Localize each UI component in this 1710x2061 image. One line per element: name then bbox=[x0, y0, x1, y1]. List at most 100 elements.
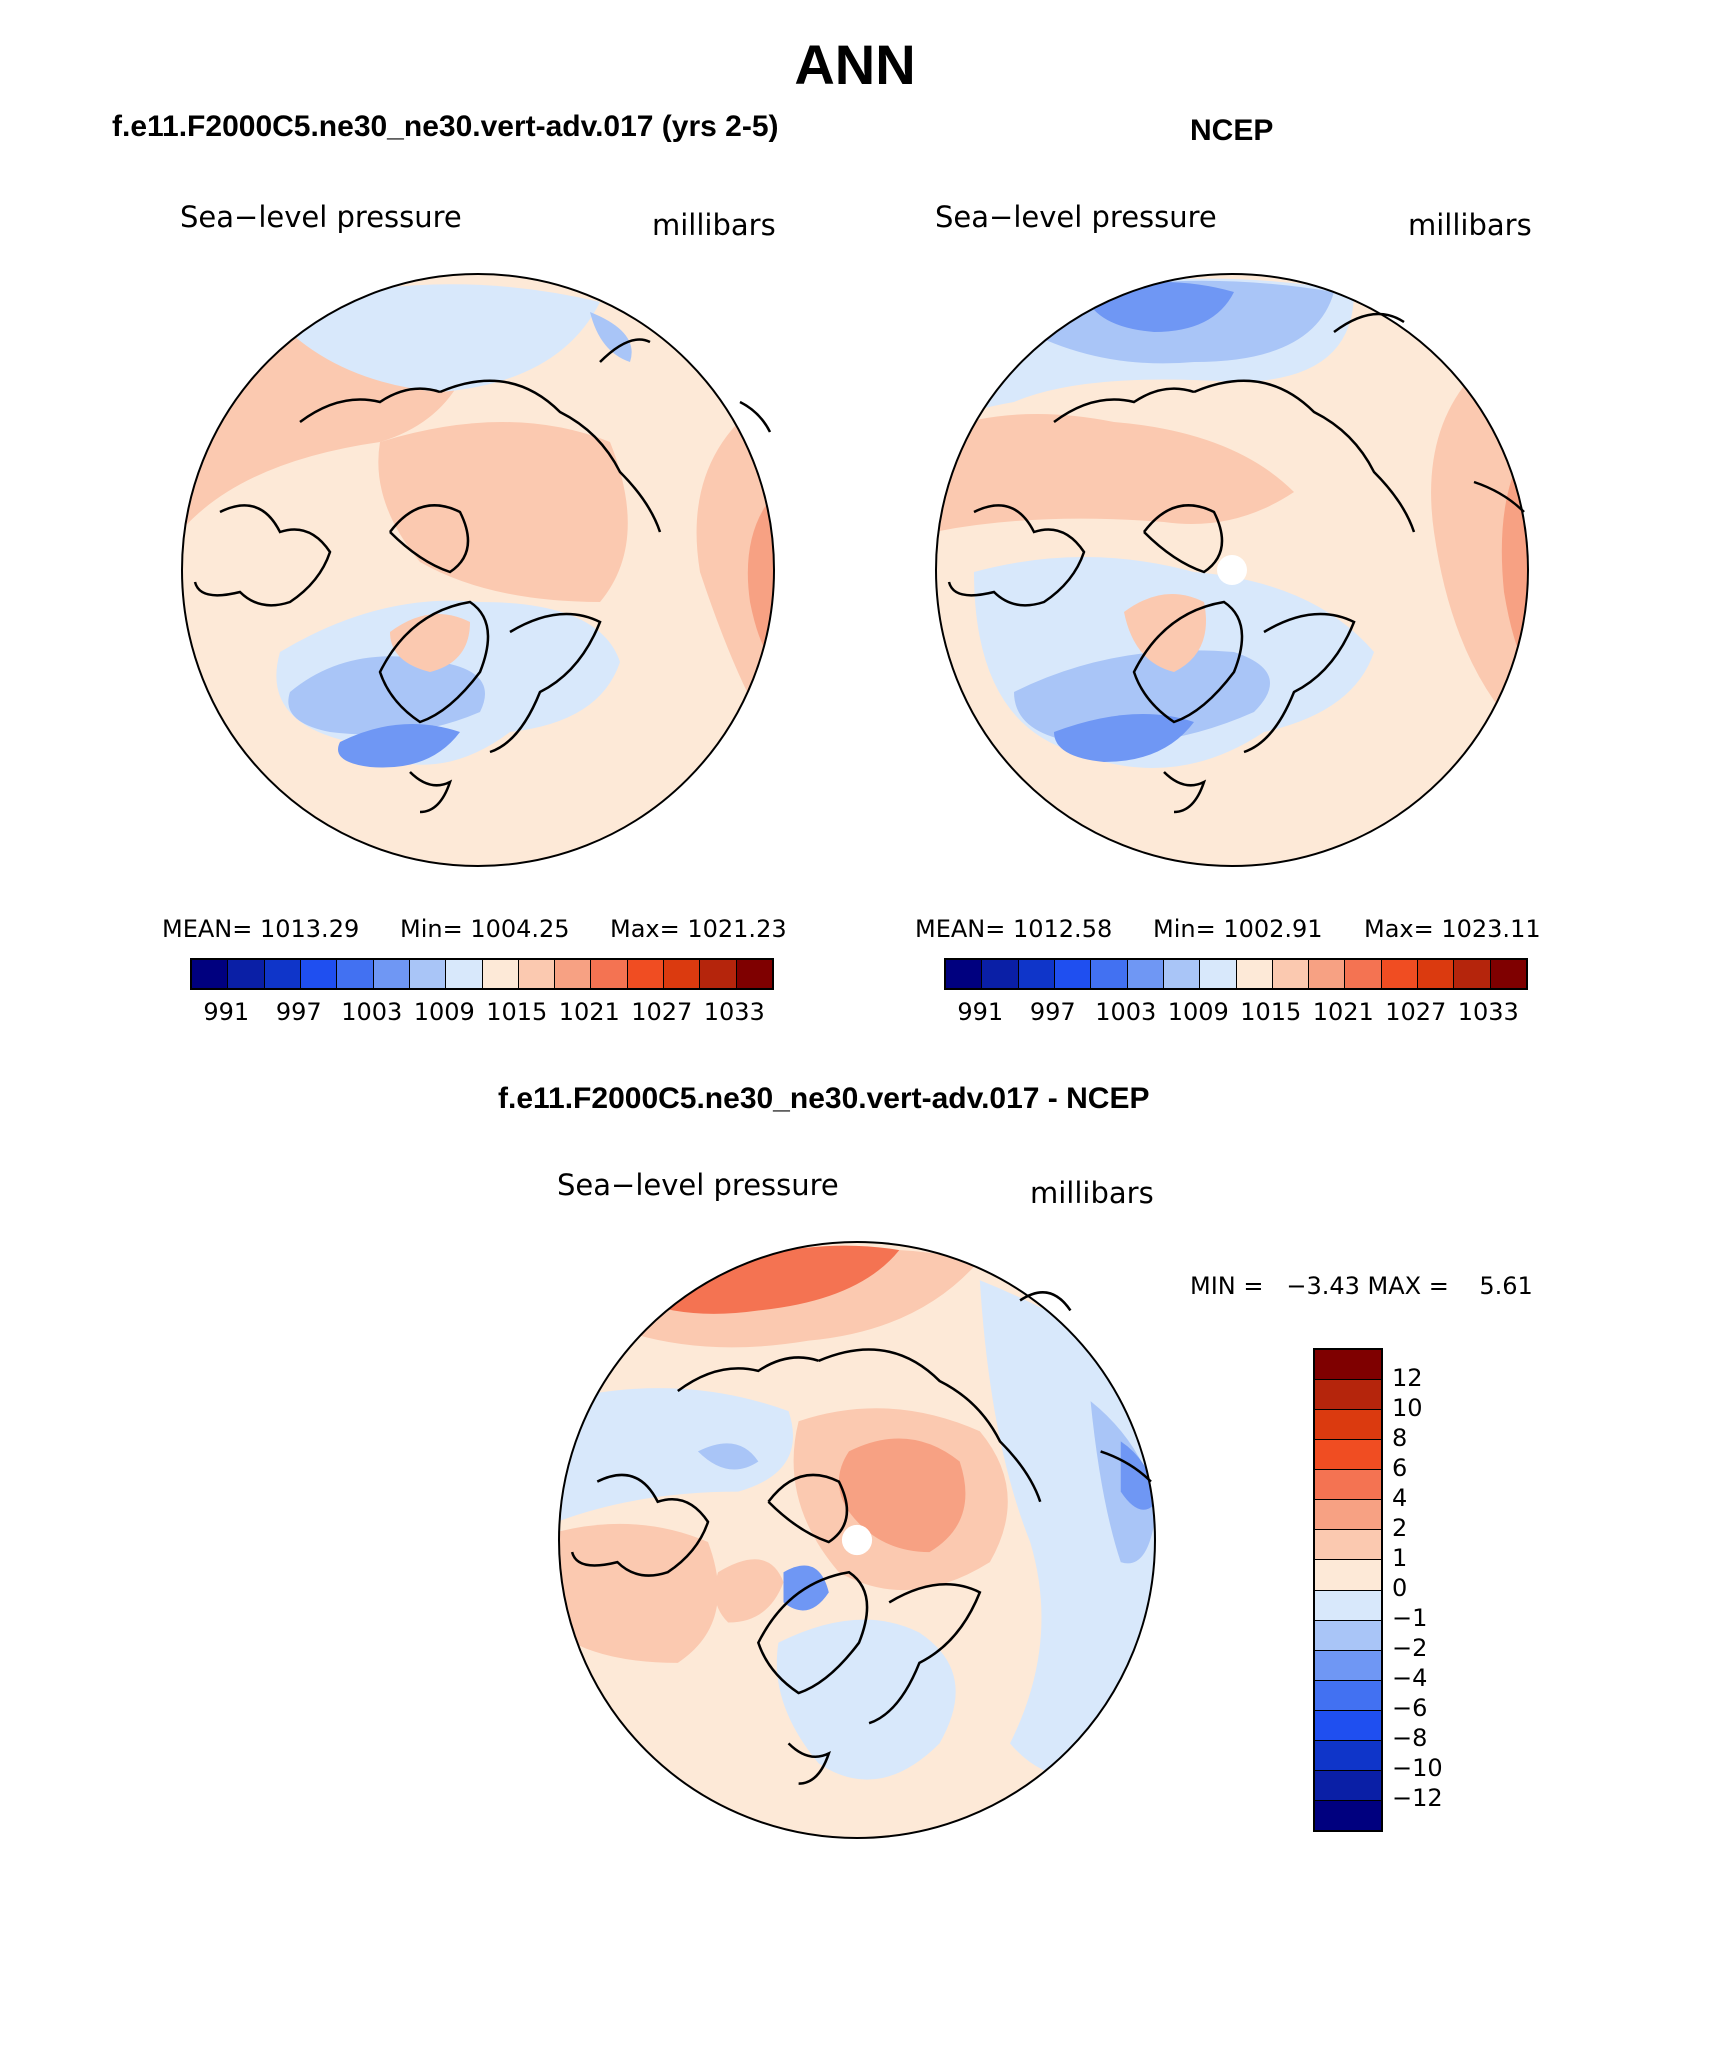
model-colorbar-tick-label: 1027 bbox=[631, 998, 693, 1026]
obs-colorbar-tick-label: 1015 bbox=[1240, 998, 1302, 1026]
diff-colorbar-swatch bbox=[1315, 1590, 1381, 1621]
obs-colorbar-swatch bbox=[1200, 960, 1237, 988]
diff-colorbar-tick-label: 2 bbox=[1392, 1514, 1408, 1542]
diff-units-label: millibars bbox=[1030, 1176, 1154, 1210]
model-colorbar bbox=[190, 958, 774, 990]
obs-colorbar-swatch bbox=[1381, 960, 1419, 988]
model-colorbar-swatch bbox=[373, 960, 410, 988]
model-colorbar-swatch bbox=[664, 960, 701, 988]
obs-colorbar-swatch bbox=[1236, 960, 1273, 988]
obs-colorbar-swatch bbox=[1418, 960, 1455, 988]
obs-colorbar-swatch bbox=[982, 960, 1019, 988]
obs-colorbar-ticks: 991 997 1003 1009 1015 1021 1027 1033 bbox=[944, 998, 1524, 1028]
model-colorbar-tick-label: 1033 bbox=[703, 998, 765, 1026]
obs-colorbar-tick-label: 1027 bbox=[1385, 998, 1447, 1026]
model-colorbar-swatch bbox=[192, 960, 229, 988]
model-panel-title: f.e11.F2000C5.ne30_ne30.vert-adv.017 (yr… bbox=[112, 110, 779, 143]
diff-colorbar-tick-label: 6 bbox=[1392, 1454, 1408, 1482]
model-colorbar-swatch bbox=[700, 960, 737, 988]
diff-colorbar-swatch bbox=[1315, 1680, 1381, 1711]
model-colorbar-swatch bbox=[591, 960, 628, 988]
model-colorbar-swatch bbox=[627, 960, 665, 988]
diff-colorbar-swatch bbox=[1315, 1710, 1381, 1741]
model-colorbar-tick-label: 1009 bbox=[413, 998, 475, 1026]
obs-field-label: Sea−level pressure bbox=[935, 200, 1217, 234]
model-polar-map bbox=[181, 273, 775, 867]
diff-colorbar-tick-label: 0 bbox=[1392, 1574, 1408, 1602]
obs-colorbar-swatch bbox=[1091, 960, 1128, 988]
diff-colorbar-swatch bbox=[1315, 1350, 1381, 1381]
obs-min-value: Min= 1002.91 bbox=[1153, 915, 1323, 943]
obs-colorbar-tick-label: 997 bbox=[1029, 998, 1076, 1026]
diff-colorbar-tick-label: −4 bbox=[1392, 1664, 1428, 1692]
diff-minmax-value: MIN = −3.43 MAX = 5.61 bbox=[1190, 1272, 1533, 1300]
model-colorbar-tick-label: 1003 bbox=[341, 998, 403, 1026]
diff-colorbar-tick-label: −6 bbox=[1392, 1694, 1428, 1722]
diff-colorbar-swatch bbox=[1315, 1500, 1381, 1531]
diff-polar-map bbox=[558, 1241, 1156, 1839]
obs-colorbar-tick-label: 1021 bbox=[1312, 998, 1374, 1026]
model-colorbar-swatch bbox=[228, 960, 265, 988]
diff-colorbar-swatch bbox=[1315, 1740, 1381, 1771]
obs-colorbar-swatch bbox=[1163, 960, 1201, 988]
obs-colorbar-swatch bbox=[1490, 960, 1526, 988]
model-colorbar-ticks: 991 997 1003 1009 1015 1021 1027 1033 bbox=[190, 998, 770, 1028]
diff-colorbar-swatch bbox=[1315, 1770, 1381, 1801]
page-title: ANN bbox=[794, 33, 916, 96]
obs-colorbar-tick-label: 1003 bbox=[1095, 998, 1157, 1026]
diff-colorbar-swatch bbox=[1315, 1380, 1381, 1411]
model-colorbar-swatch bbox=[446, 960, 483, 988]
obs-colorbar-swatch bbox=[1454, 960, 1491, 988]
model-colorbar-swatch bbox=[518, 960, 556, 988]
diff-colorbar-swatch bbox=[1315, 1530, 1381, 1561]
diff-colorbar-tick-label: −12 bbox=[1392, 1784, 1443, 1812]
obs-units-label: millibars bbox=[1408, 208, 1532, 242]
model-colorbar-swatch bbox=[409, 960, 447, 988]
model-field-label: Sea−level pressure bbox=[180, 200, 462, 234]
diff-panel-title: f.e11.F2000C5.ne30_ne30.vert-adv.017 - N… bbox=[498, 1082, 1150, 1115]
model-colorbar-swatch bbox=[555, 960, 592, 988]
diff-colorbar-swatch bbox=[1315, 1440, 1381, 1471]
obs-colorbar-swatch bbox=[1309, 960, 1346, 988]
model-colorbar-swatch bbox=[736, 960, 772, 988]
obs-colorbar-swatch bbox=[1018, 960, 1055, 988]
obs-colorbar bbox=[944, 958, 1528, 990]
diff-colorbar-swatch bbox=[1315, 1800, 1381, 1830]
model-colorbar-tick-label: 1015 bbox=[486, 998, 548, 1026]
diff-colorbar-tick-label: 4 bbox=[1392, 1484, 1408, 1512]
obs-mean-value: MEAN= 1012.58 bbox=[915, 915, 1113, 943]
diff-colorbar-swatch bbox=[1315, 1650, 1381, 1681]
diff-colorbar-tick-label: −2 bbox=[1392, 1634, 1428, 1662]
diff-colorbar-swatch bbox=[1315, 1620, 1381, 1651]
obs-colorbar-swatch bbox=[1272, 960, 1310, 988]
diff-colorbar-tick-label: 8 bbox=[1392, 1424, 1408, 1452]
model-mean-value: MEAN= 1013.29 bbox=[162, 915, 360, 943]
diff-colorbar-swatch bbox=[1315, 1470, 1381, 1501]
obs-colorbar-swatch bbox=[1127, 960, 1164, 988]
diff-colorbar-swatch bbox=[1315, 1560, 1381, 1591]
obs-colorbar-tick-label: 1009 bbox=[1167, 998, 1229, 1026]
model-colorbar-tick-label: 997 bbox=[275, 998, 322, 1026]
obs-panel-title: NCEP bbox=[1190, 114, 1274, 147]
obs-colorbar-swatch bbox=[946, 960, 983, 988]
obs-colorbar-swatch bbox=[1345, 960, 1382, 988]
model-colorbar-swatch bbox=[482, 960, 519, 988]
diff-field-label: Sea−level pressure bbox=[557, 1168, 839, 1202]
model-colorbar-tick-label: 1021 bbox=[558, 998, 620, 1026]
diff-colorbar-tick-label: 12 bbox=[1392, 1364, 1423, 1392]
diff-colorbar bbox=[1313, 1348, 1383, 1832]
diff-colorbar-tick-label: 10 bbox=[1392, 1394, 1423, 1422]
obs-colorbar-swatch bbox=[1054, 960, 1092, 988]
model-colorbar-swatch bbox=[264, 960, 301, 988]
model-colorbar-swatch bbox=[300, 960, 338, 988]
model-units-label: millibars bbox=[652, 208, 776, 242]
diff-colorbar-tick-label: −1 bbox=[1392, 1604, 1428, 1632]
model-max-value: Max= 1021.23 bbox=[610, 915, 787, 943]
diff-colorbar-tick-label: −10 bbox=[1392, 1754, 1443, 1782]
obs-polar-map bbox=[935, 273, 1529, 867]
diff-colorbar-tick-label: 1 bbox=[1392, 1544, 1408, 1572]
obs-colorbar-tick-label: 1033 bbox=[1457, 998, 1519, 1026]
obs-colorbar-tick-label: 991 bbox=[957, 998, 1004, 1026]
obs-max-value: Max= 1023.11 bbox=[1364, 915, 1541, 943]
diff-colorbar-swatch bbox=[1315, 1410, 1381, 1441]
